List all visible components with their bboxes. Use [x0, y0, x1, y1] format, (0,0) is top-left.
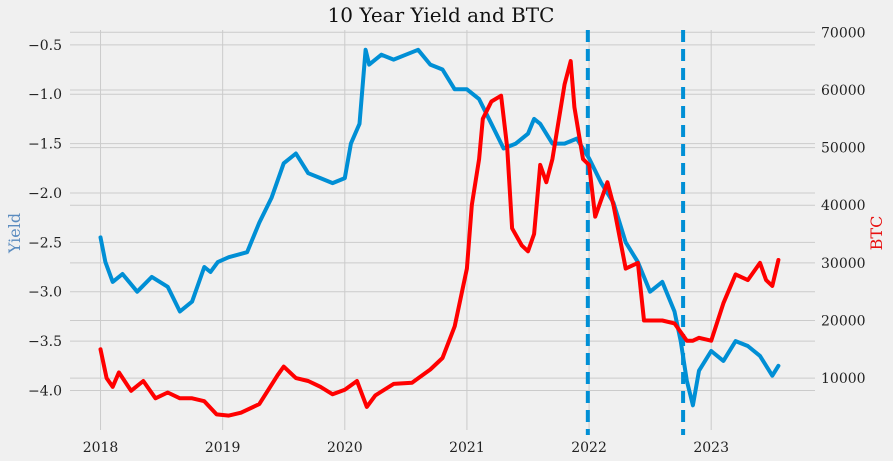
- y-tick-label: −4.0: [28, 383, 62, 399]
- x-tick-label: 2021: [449, 440, 485, 456]
- x-tick-label: 2020: [327, 440, 363, 456]
- y-tick-label: −1.0: [28, 87, 62, 103]
- y-tick-label: −3.5: [28, 334, 62, 350]
- y-tick-label: −1.5: [28, 137, 62, 153]
- y-tick-label: −0.5: [28, 38, 62, 54]
- y2-tick-label: 30000: [821, 256, 866, 272]
- y2-axis-ticks: 10000 20000 30000 40000 50000 60000 70000: [821, 25, 866, 387]
- x-tick-label: 2022: [571, 440, 607, 456]
- y2-tick-label: 70000: [821, 25, 866, 41]
- y2-tick-label: 40000: [821, 198, 866, 214]
- x-tick-label: 2019: [205, 440, 241, 456]
- y2-tick-label: 10000: [821, 371, 866, 387]
- y2-tick-label: 50000: [821, 141, 866, 157]
- y-tick-label: −2.5: [28, 235, 62, 251]
- y-tick-label: −2.0: [28, 186, 62, 202]
- chart-title: 10 Year Yield and BTC: [328, 3, 555, 27]
- y2-tick-label: 60000: [821, 83, 866, 99]
- series-lines: [98, 47, 781, 418]
- btc-series-line: [98, 59, 781, 418]
- grid: [70, 30, 815, 430]
- x-tick-label: 2023: [693, 440, 729, 456]
- y-tick-label: −3.0: [28, 285, 62, 301]
- y-axis-label: Yield: [5, 213, 24, 254]
- y2-tick-label: 20000: [821, 313, 866, 329]
- x-tick-label: 2018: [83, 440, 119, 456]
- x-axis-ticks: 2018 2019 2020 2021 2022 2023: [83, 440, 729, 456]
- yield-series-line: [98, 47, 781, 408]
- vertical-markers: [585, 30, 686, 435]
- y2-axis-label: BTC: [867, 216, 886, 251]
- y-axis-ticks: −0.5 −1.0 −1.5 −2.0 −2.5 −3.0 −3.5 −4.0: [28, 38, 62, 400]
